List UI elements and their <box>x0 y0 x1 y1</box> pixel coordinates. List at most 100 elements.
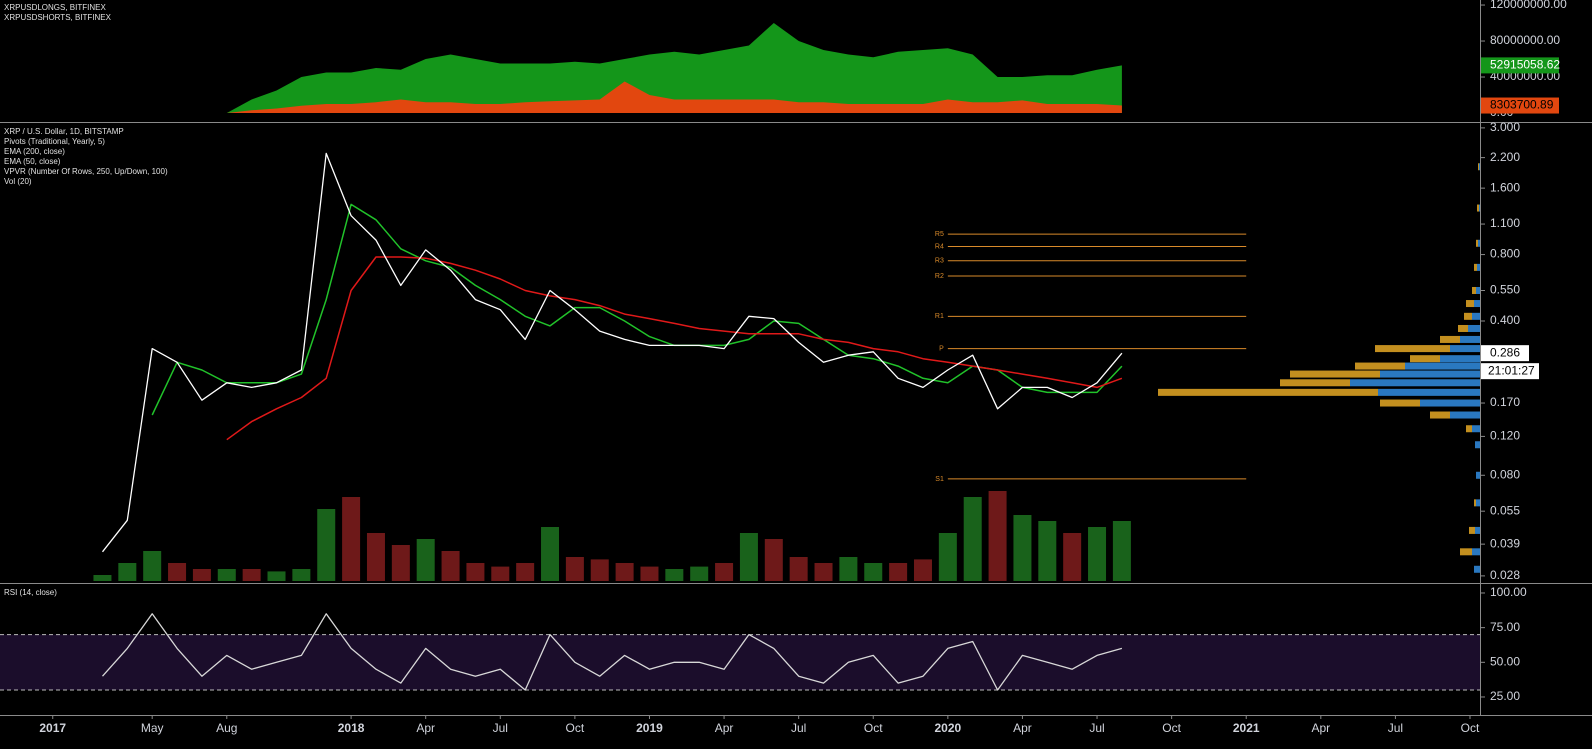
y-tick-label: 0.039 <box>1490 536 1520 550</box>
y-tick-label: 3.000 <box>1490 120 1520 134</box>
volume-bar <box>118 563 137 581</box>
chart-title: RSI (14, close) <box>4 588 57 597</box>
vpvr-down <box>1460 548 1472 556</box>
pivot-label: R3 <box>935 258 944 265</box>
volume-bar <box>1038 521 1057 581</box>
volume-bar <box>192 569 211 581</box>
chart-title: XRP / U.S. Dollar, 1D, BITSTAMP <box>4 127 124 136</box>
vpvr-up <box>1440 355 1480 363</box>
series-line <box>226 256 1123 441</box>
last-value-box <box>1481 97 1559 114</box>
price-box <box>1481 345 1529 362</box>
legend-entry: Pivots (Traditional, Yearly, 5) <box>4 137 105 146</box>
x-tick-label: Apr <box>715 721 734 735</box>
pivot-label: P <box>939 345 944 352</box>
volume-bar <box>615 563 634 581</box>
y-tick-label: 120000000.00 <box>1490 0 1567 11</box>
vpvr-down <box>1478 163 1479 171</box>
vpvr-up <box>1475 526 1480 534</box>
volume-bar <box>516 563 535 581</box>
vpvr-up <box>1472 312 1480 320</box>
x-tick-label: Jul <box>791 721 806 735</box>
vpvr-down <box>1469 526 1475 534</box>
vpvr-up <box>1350 379 1480 387</box>
volume-bar <box>391 545 410 581</box>
legend-entry: EMA (200, close) <box>4 147 65 156</box>
vpvr-up <box>1479 204 1480 212</box>
x-tick-label: Apr <box>1013 721 1032 735</box>
volume-bar <box>963 497 982 581</box>
volume-bar <box>739 533 758 581</box>
vpvr-up <box>1472 548 1480 556</box>
x-tick-label: Apr <box>416 721 435 735</box>
vpvr-down <box>1430 411 1450 419</box>
vpvr-down <box>1477 204 1479 212</box>
vpvr-up <box>1478 239 1480 247</box>
countdown-label: 21:01:27 <box>1488 363 1535 377</box>
volume-bar <box>416 539 435 581</box>
volume-bar <box>814 563 833 581</box>
volume-bar <box>690 566 709 581</box>
pivot-label: R5 <box>935 231 944 238</box>
last-price-label: 0.286 <box>1490 345 1520 359</box>
vpvr-up <box>1405 362 1480 370</box>
x-tick-label: 2017 <box>39 721 66 735</box>
volume-bar <box>889 563 908 581</box>
vpvr-up <box>1474 565 1480 573</box>
vpvr-up <box>1474 300 1480 308</box>
x-tick-label: Apr <box>1311 721 1330 735</box>
volume-bar <box>466 563 485 581</box>
volume-bar <box>267 571 286 581</box>
pivot-label: S1 <box>935 476 944 483</box>
x-tick-label: Oct <box>864 721 883 735</box>
x-tick-label: Aug <box>216 721 237 735</box>
legend-entry: VPVR (Number Of Rows, 250, Up/Down, 100) <box>4 167 168 176</box>
volume-bar <box>441 551 460 581</box>
area <box>226 23 1122 114</box>
vpvr-down <box>1375 345 1450 353</box>
y-tick-label: 0.055 <box>1490 503 1520 517</box>
volume-bar <box>366 533 385 581</box>
volume-bar <box>665 569 684 581</box>
vpvr-up <box>1476 499 1480 507</box>
y-tick-label: 0.400 <box>1490 313 1520 327</box>
y-tick-label: 1.100 <box>1490 216 1520 230</box>
legend-entry: XRPUSDLONGS, BITFINEX <box>4 3 106 12</box>
layers: R5 R4 R3 R2 R1 P S1 <box>0 23 1480 691</box>
volume-bar <box>789 557 808 581</box>
legend-entry: XRPUSDSHORTS, BITFINEX <box>4 13 112 22</box>
last-value-box <box>1481 57 1559 74</box>
vpvr-down <box>1158 388 1378 396</box>
y-tick-label: 0.028 <box>1490 568 1520 582</box>
volume-bar <box>1013 515 1032 581</box>
x-tick-label: Jul <box>493 721 508 735</box>
vpvr-down <box>1280 379 1350 387</box>
volume-bar <box>938 533 957 581</box>
y-tick-label: 1.600 <box>1490 180 1520 194</box>
vpvr-up <box>1476 471 1480 479</box>
vpvr-up <box>1450 345 1480 353</box>
vpvr-down <box>1355 362 1405 370</box>
y-tick-label: 0.170 <box>1490 395 1520 409</box>
vpvr-up <box>1477 263 1480 271</box>
volume-bar <box>541 527 560 581</box>
y-tick-label: 2.200 <box>1490 150 1520 164</box>
x-tick-label: 2019 <box>636 721 663 735</box>
vpvr-up <box>1472 425 1480 433</box>
pivot-label: R4 <box>935 243 944 250</box>
volume-bar <box>143 551 162 581</box>
vpvr-down <box>1464 312 1472 320</box>
vpvr-up <box>1450 411 1480 419</box>
y-tick-label: 100.00 <box>1490 585 1527 599</box>
volume-bar <box>590 559 609 581</box>
x-tick-label: Oct <box>1461 721 1480 735</box>
y-tick-label: 25.00 <box>1490 689 1520 703</box>
x-tick-label: 2018 <box>338 721 365 735</box>
rsi-band <box>0 634 1480 691</box>
volume-bar <box>1088 527 1107 581</box>
y-tick-label: 0.080 <box>1490 467 1520 481</box>
vpvr-up <box>1468 324 1480 332</box>
x-tick-label: Oct <box>566 721 585 735</box>
vpvr-up <box>1476 286 1480 294</box>
